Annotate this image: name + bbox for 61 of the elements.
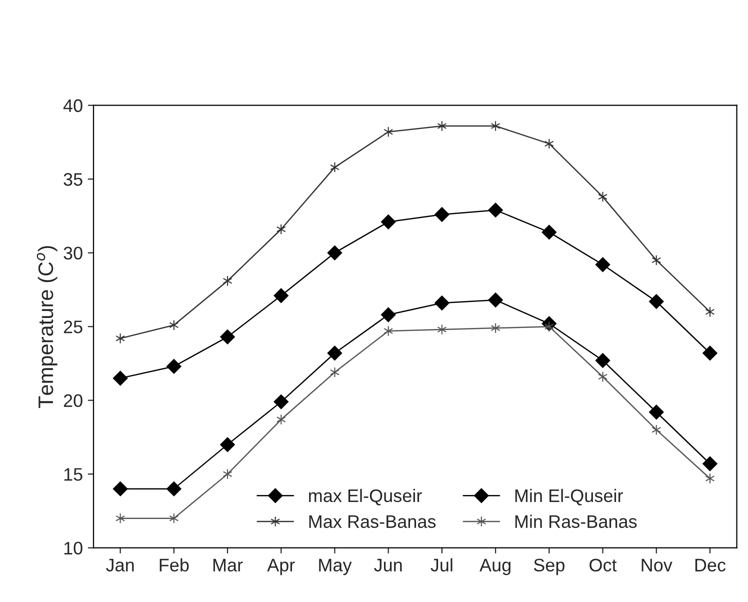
point xyxy=(169,320,179,330)
point xyxy=(330,366,340,378)
x-tick-label: Jul xyxy=(430,558,452,572)
x-tick-label: May xyxy=(319,558,352,576)
point xyxy=(112,481,128,496)
point xyxy=(166,481,182,496)
point xyxy=(648,294,664,309)
y-tick-label: 40 xyxy=(63,99,82,112)
point xyxy=(490,120,500,132)
point xyxy=(595,257,610,272)
point xyxy=(327,346,342,361)
point xyxy=(705,473,715,484)
point xyxy=(542,224,557,240)
point xyxy=(488,202,503,218)
y-tick-label: 20 xyxy=(64,394,82,408)
point xyxy=(648,404,664,420)
point xyxy=(384,126,394,138)
point xyxy=(330,162,340,173)
x-tick-label: Aug xyxy=(480,558,510,576)
point xyxy=(702,456,718,472)
point xyxy=(434,296,450,310)
point xyxy=(274,288,289,304)
point xyxy=(490,322,500,334)
x-tick-label: Oct xyxy=(590,558,617,572)
y-axis-title: Temperature (C$^{o}$) xyxy=(36,246,58,408)
x-tick-label: Jun xyxy=(374,558,402,572)
x-tick-label: Dec xyxy=(695,558,726,572)
point xyxy=(220,330,235,344)
point xyxy=(274,394,289,410)
point xyxy=(598,191,608,202)
x-tick-label: Nov xyxy=(642,558,672,572)
x-tick-label: Mar xyxy=(213,558,243,572)
point xyxy=(544,138,554,150)
legend-label: Min Ras-Banas xyxy=(515,514,637,528)
y-tick-label: 35 xyxy=(64,173,82,186)
legend-label: Min El-Quseir xyxy=(515,488,623,506)
point xyxy=(327,245,342,260)
point xyxy=(380,307,396,322)
point xyxy=(488,292,503,308)
point xyxy=(437,120,447,132)
x-tick-label: Sep xyxy=(534,558,564,576)
point xyxy=(222,468,232,480)
legend-label: Max Ras-Banas xyxy=(309,515,436,528)
x-tick-label: Jan xyxy=(106,558,134,572)
x-tick-label: Feb xyxy=(160,558,189,572)
point xyxy=(595,353,610,368)
point xyxy=(598,371,608,382)
point xyxy=(434,207,450,222)
y-tick-label: 25 xyxy=(64,320,82,334)
point xyxy=(380,214,396,230)
x-tick-label: Apr xyxy=(267,558,295,576)
y-tick-label: 15 xyxy=(64,468,82,481)
y-tick-label: 10 xyxy=(64,542,82,555)
legend-label: max El-Quseir xyxy=(309,488,422,506)
point xyxy=(702,346,718,361)
point xyxy=(166,359,182,374)
point xyxy=(276,414,286,425)
point xyxy=(112,370,128,386)
point xyxy=(220,437,235,452)
y-tick-label: 30 xyxy=(64,246,82,260)
point xyxy=(437,324,447,335)
